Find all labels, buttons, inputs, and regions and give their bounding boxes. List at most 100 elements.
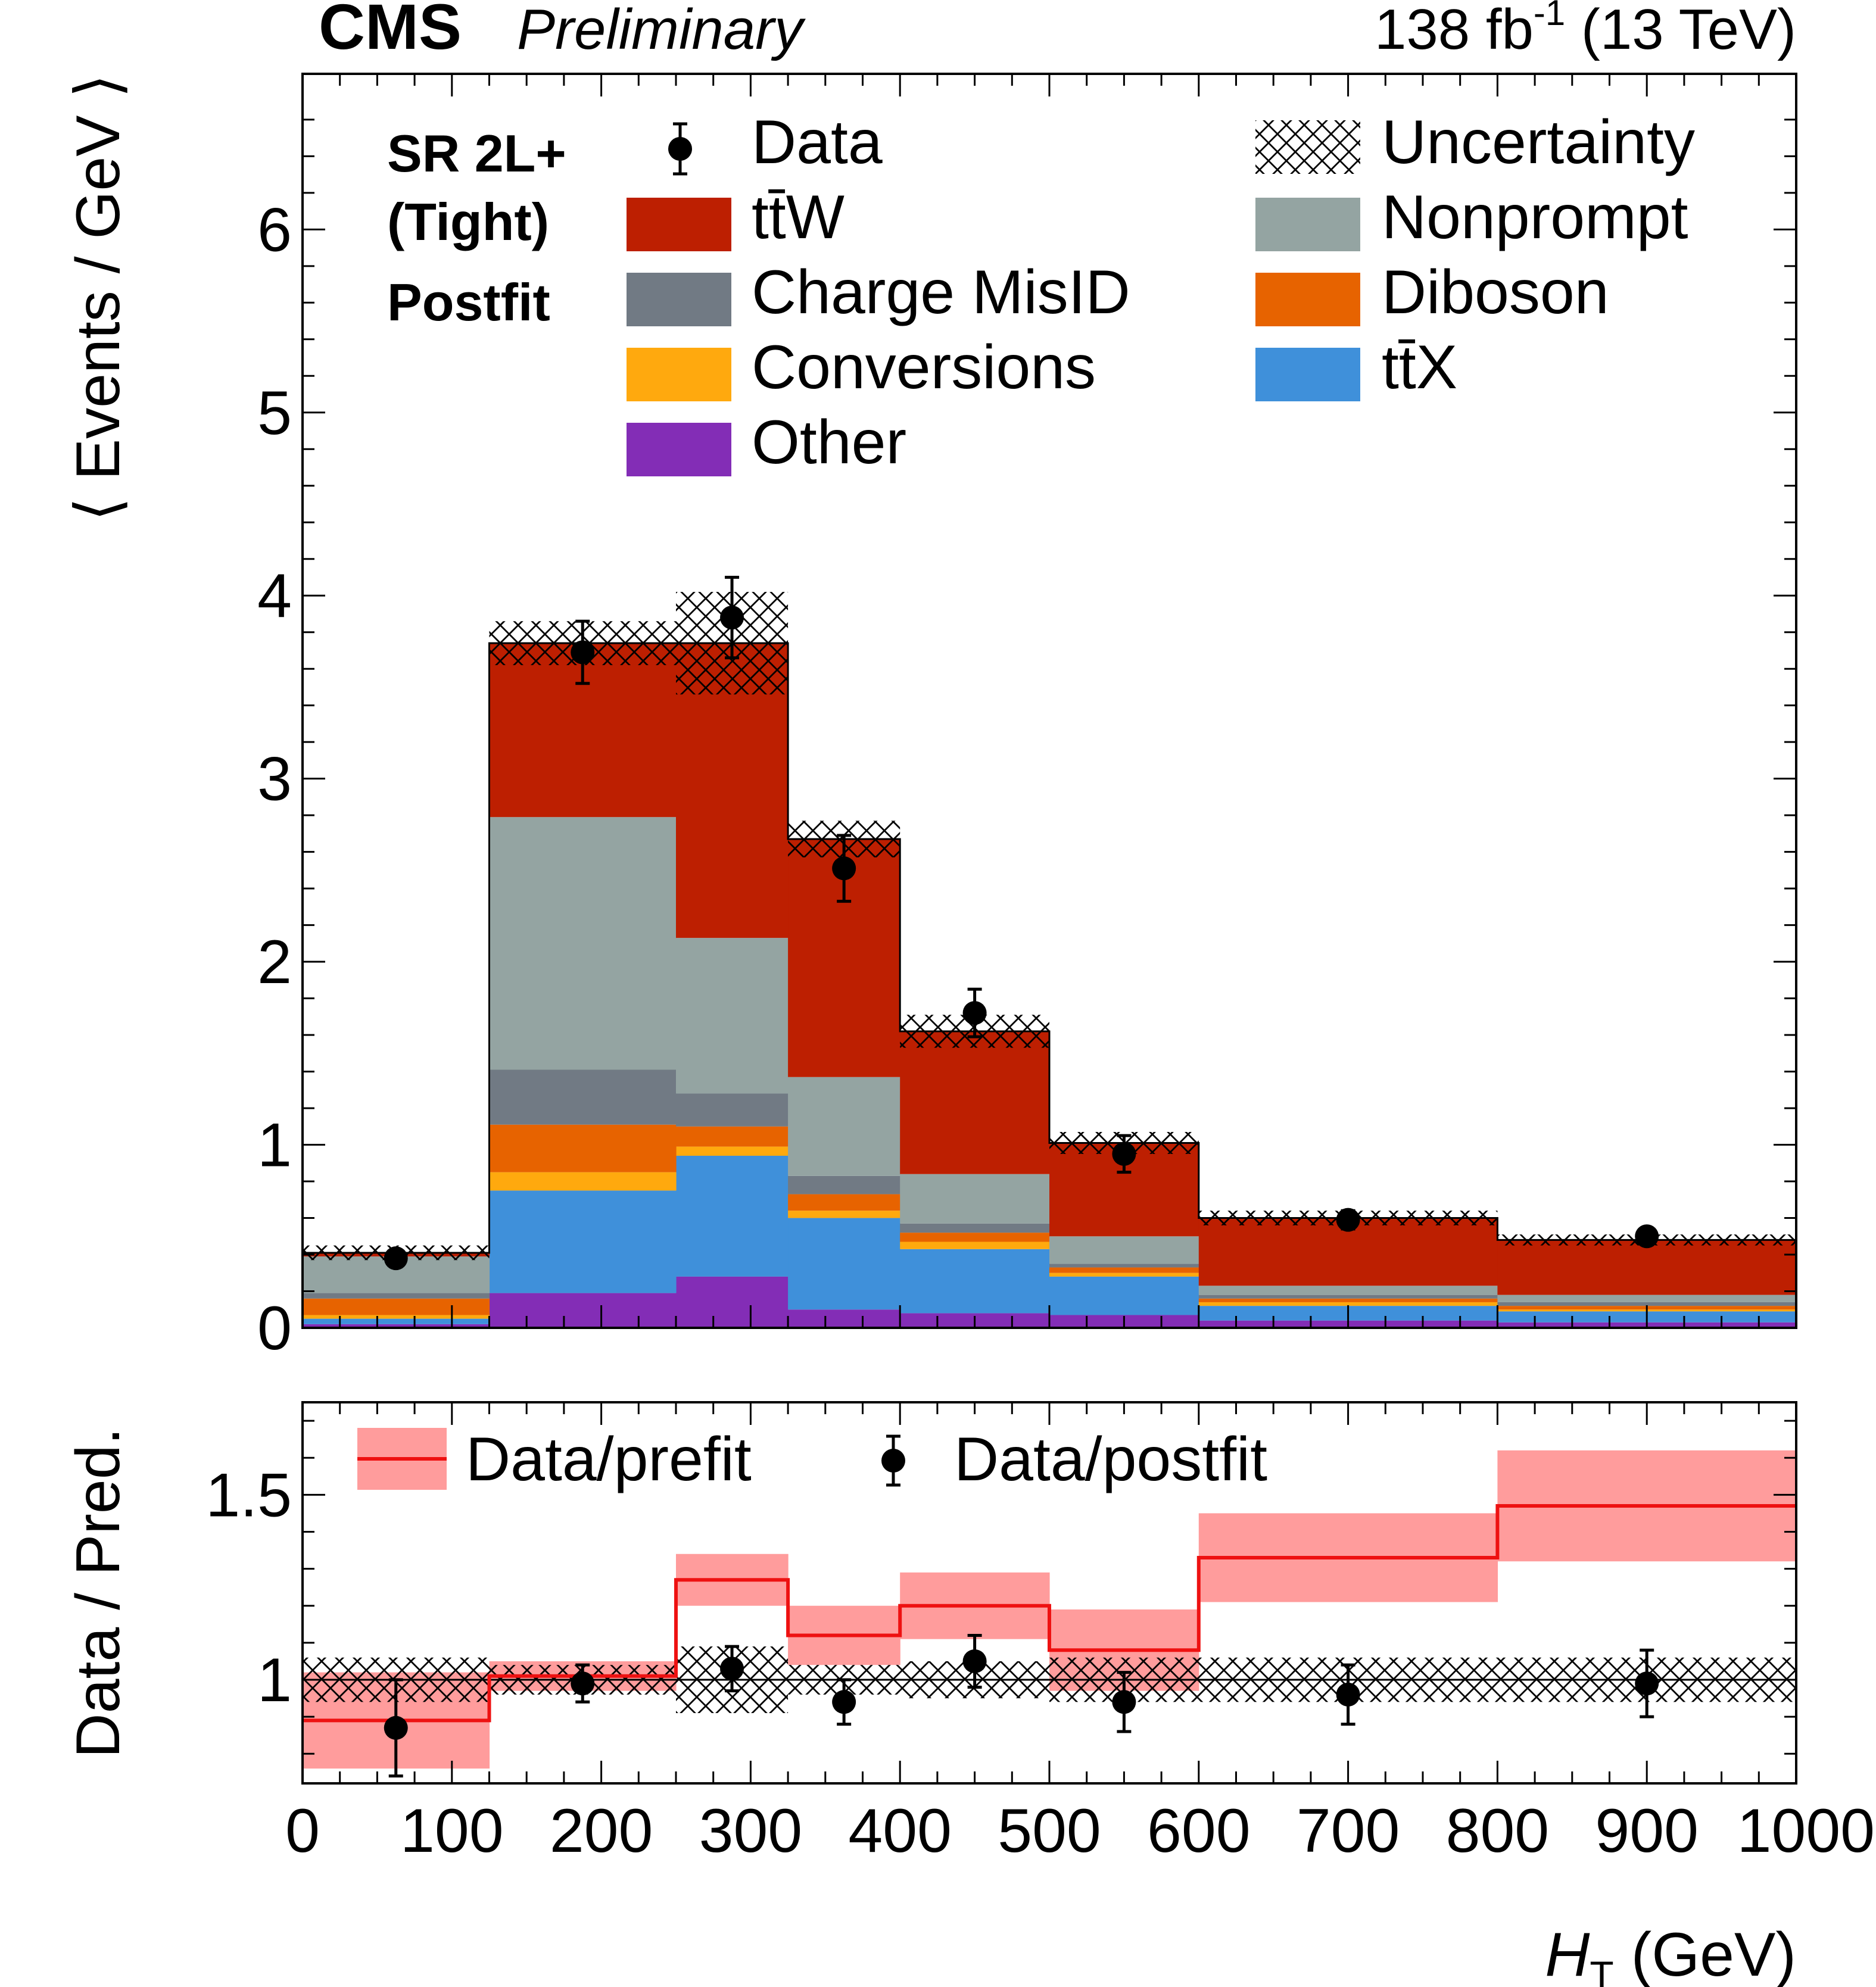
legend-item-ttw: tt̄W xyxy=(627,183,844,252)
bar-charge-misid-4 xyxy=(900,1223,1050,1233)
bar-other-0 xyxy=(303,1324,490,1328)
bar-diboson-5 xyxy=(1049,1267,1199,1273)
legend-swatch-conversions xyxy=(627,348,731,401)
bar-charge-misid-6 xyxy=(1198,1294,1498,1299)
x-tick-label-0: 0 xyxy=(285,1796,320,1866)
data-point-7 xyxy=(1635,1224,1659,1249)
ratio-y-tick-labels: 11.5 xyxy=(205,1461,292,1715)
stack-outline xyxy=(301,642,1797,1328)
legend-data-label: Data xyxy=(752,108,883,177)
x-axis-label-unit: (GeV) xyxy=(1614,1920,1796,1987)
x-tick-label-1: 100 xyxy=(400,1796,504,1866)
bar-diboson-4 xyxy=(900,1233,1050,1242)
bar-diboson-2 xyxy=(676,1126,789,1147)
bar-other-2 xyxy=(676,1276,789,1328)
data-point-4 xyxy=(962,1001,987,1025)
data-point-0 xyxy=(384,1246,408,1271)
legend-swatch-other xyxy=(627,423,731,476)
bar-ttX-5 xyxy=(1049,1276,1199,1315)
main-ytick-label-3: 3 xyxy=(257,745,292,814)
x-tick-label-5: 500 xyxy=(998,1796,1101,1866)
ratio-point-6 xyxy=(1336,1682,1360,1707)
ratio-legend-prefit: Data/prefit xyxy=(357,1425,752,1494)
x-axis-label-sub: T xyxy=(1590,1953,1613,1987)
data-point-5 xyxy=(1112,1141,1136,1166)
legend-ttw-label: tt̄W xyxy=(752,183,844,252)
ratio-ytick-label-0: 1 xyxy=(257,1646,292,1715)
bar-conversions-0 xyxy=(303,1315,490,1319)
bar-diboson-0 xyxy=(303,1298,490,1315)
bar-nonprompt-1 xyxy=(489,817,677,1070)
bar-conversions-1 xyxy=(489,1172,677,1191)
main-ytick-label-0: 0 xyxy=(257,1294,292,1363)
bar-conversions-2 xyxy=(676,1146,789,1156)
legend: Data Uncertainty tt̄W Nonprompt Charge M… xyxy=(627,108,1695,477)
bar-nonprompt-6 xyxy=(1198,1286,1498,1295)
x-tick-label-2: 200 xyxy=(550,1796,653,1866)
bar-ttX-0 xyxy=(303,1318,490,1324)
bar-nonprompt-3 xyxy=(788,1077,900,1176)
bar-conversions-6 xyxy=(1198,1302,1498,1306)
main-ytick-label-4: 4 xyxy=(257,562,292,631)
legend-uncertainty-label: Uncertainty xyxy=(1382,108,1695,177)
lumi-value: 138 fb xyxy=(1375,0,1534,61)
bar-diboson-1 xyxy=(489,1124,677,1172)
legend-item-charge-misid: Charge MisID xyxy=(627,258,1130,327)
bar-diboson-6 xyxy=(1198,1298,1498,1302)
bar-charge-misid-2 xyxy=(676,1093,789,1127)
x-tick-label-3: 300 xyxy=(699,1796,803,1866)
x-axis-label: HT (GeV) xyxy=(1545,1920,1796,1987)
lumi-exponent: -1 xyxy=(1534,0,1565,33)
x-tick-label-6: 600 xyxy=(1147,1796,1251,1866)
ratio-panel: 11.5 xyxy=(205,1401,1797,1785)
legend-item-diboson: Diboson xyxy=(1255,258,1609,327)
main-ticks xyxy=(301,74,1797,1329)
main-ytick-label-6: 6 xyxy=(257,195,292,264)
status-label: Preliminary xyxy=(517,0,806,61)
experiment-label: CMS xyxy=(319,0,462,63)
bar-conversions-3 xyxy=(788,1211,900,1218)
bar-ttX-3 xyxy=(788,1218,900,1310)
bar-conversions-4 xyxy=(900,1242,1050,1249)
bar-conversions-5 xyxy=(1049,1272,1199,1277)
x-tick-labels: 0 100 200 300 400 500 600 700 800 900 1000 xyxy=(285,1796,1875,1866)
bar-ttW-7 xyxy=(1497,1240,1797,1295)
bar-charge-misid-1 xyxy=(489,1069,677,1125)
bar-nonprompt-2 xyxy=(676,938,789,1094)
legend-item-other: Other xyxy=(627,408,906,477)
bar-ttX-4 xyxy=(900,1249,1050,1314)
data-point-6 xyxy=(1336,1208,1360,1232)
ratio-point-4 xyxy=(962,1649,987,1673)
ratio-point-0 xyxy=(384,1715,408,1740)
main-panel: 0 1 2 3 4 5 6 xyxy=(257,73,1797,1363)
legend-diboson-label: Diboson xyxy=(1382,258,1609,327)
lumi-label: 138 fb-1 (13 TeV) xyxy=(1375,0,1796,61)
legend-swatch-nonprompt xyxy=(1255,198,1360,251)
legend-item-uncertainty: Uncertainty xyxy=(1255,108,1695,177)
legend-conversions-label: Conversions xyxy=(752,333,1096,402)
lumi-energy: (13 TeV) xyxy=(1565,0,1796,61)
bar-ttX-1 xyxy=(489,1190,677,1293)
main-ytick-label-5: 5 xyxy=(257,379,292,448)
bar-nonprompt-5 xyxy=(1049,1236,1199,1264)
legend-ttx-label: tt̄X xyxy=(1382,333,1457,402)
data-point-2 xyxy=(720,606,744,630)
ratio-point-1 xyxy=(571,1671,595,1696)
x-tick-label-10: 1000 xyxy=(1737,1796,1875,1866)
stack-total-line xyxy=(301,642,1797,1328)
x-tick-label-9: 900 xyxy=(1595,1796,1699,1866)
region-line-2: (Tight) xyxy=(387,192,549,251)
ratio-legend-postfit-label: Data/postfit xyxy=(954,1425,1267,1494)
main-y-tick-labels: 0 1 2 3 4 5 6 xyxy=(257,195,292,1363)
bar-ttW-4 xyxy=(900,1031,1050,1174)
y-axis-label: ⟨ Events / GeV ⟩ xyxy=(64,74,133,522)
data-point-3 xyxy=(832,856,856,881)
main-ytick-label-1: 1 xyxy=(257,1111,292,1180)
ratio-point-2 xyxy=(720,1657,744,1681)
ratio-point-5 xyxy=(1112,1690,1136,1714)
legend-swatch-diboson xyxy=(1255,273,1360,326)
legend-swatch-ttx xyxy=(1255,348,1360,401)
legend-charge-misid-label: Charge MisID xyxy=(752,258,1130,327)
ratio-ytick-label-1: 1.5 xyxy=(205,1461,292,1530)
